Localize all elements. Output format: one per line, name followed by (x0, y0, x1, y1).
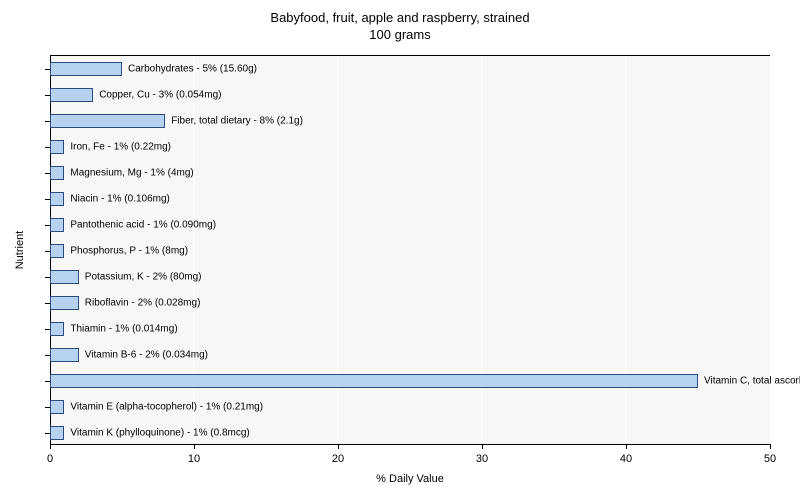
bar-label: Vitamin C, total ascorbic acid - 45% (26… (704, 376, 800, 387)
bar (50, 400, 64, 414)
bar (50, 192, 64, 206)
bar-row: Vitamin B-6 - 2% (0.034mg) (50, 342, 770, 368)
bar (50, 426, 64, 440)
chart-container: Babyfood, fruit, apple and raspberry, st… (0, 0, 800, 500)
bar-row: Carbohydrates - 5% (15.60g) (50, 56, 770, 82)
y-tick (45, 69, 50, 70)
x-tick-label: 30 (476, 453, 488, 465)
title-line-2: 100 grams (369, 27, 430, 42)
x-tick-label: 20 (332, 453, 344, 465)
bar (50, 88, 93, 102)
y-tick (45, 303, 50, 304)
y-tick (45, 329, 50, 330)
bar-row: Phosphorus, P - 1% (8mg) (50, 238, 770, 264)
bar-label: Vitamin E (alpha-tocopherol) - 1% (0.21m… (70, 402, 263, 413)
bar-label: Magnesium, Mg - 1% (4mg) (70, 168, 193, 179)
bar-row: Riboflavin - 2% (0.028mg) (50, 290, 770, 316)
x-tick-label: 10 (188, 453, 200, 465)
y-tick (45, 381, 50, 382)
bar-row: Iron, Fe - 1% (0.22mg) (50, 134, 770, 160)
bar-label: Potassium, K - 2% (80mg) (85, 272, 202, 283)
bar (50, 348, 79, 362)
bar-row: Fiber, total dietary - 8% (2.1g) (50, 108, 770, 134)
bar-label: Iron, Fe - 1% (0.22mg) (70, 142, 171, 153)
bar (50, 218, 64, 232)
y-tick (45, 277, 50, 278)
bar-label: Riboflavin - 2% (0.028mg) (85, 298, 201, 309)
x-axis-label: % Daily Value (376, 473, 444, 485)
y-tick (45, 355, 50, 356)
y-tick (45, 433, 50, 434)
bar-label: Vitamin K (phylloquinone) - 1% (0.8mcg) (70, 428, 249, 439)
bar-row: Pantothenic acid - 1% (0.090mg) (50, 212, 770, 238)
bar (50, 62, 122, 76)
y-tick (45, 251, 50, 252)
bar (50, 140, 64, 154)
title-line-1: Babyfood, fruit, apple and raspberry, st… (270, 10, 529, 25)
y-tick (45, 407, 50, 408)
y-tick (45, 121, 50, 122)
x-tick-label: 50 (764, 453, 776, 465)
x-tick (770, 444, 771, 449)
y-tick (45, 173, 50, 174)
bar-row: Copper, Cu - 3% (0.054mg) (50, 82, 770, 108)
bar-label: Carbohydrates - 5% (15.60g) (128, 64, 257, 75)
bar-label: Copper, Cu - 3% (0.054mg) (99, 90, 221, 101)
bar-row: Magnesium, Mg - 1% (4mg) (50, 160, 770, 186)
chart-title: Babyfood, fruit, apple and raspberry, st… (0, 10, 800, 44)
bar (50, 322, 64, 336)
bar-label: Pantothenic acid - 1% (0.090mg) (70, 220, 216, 231)
y-axis-label: Nutrient (14, 231, 26, 270)
plot-area: Carbohydrates - 5% (15.60g) Copper, Cu - … (50, 55, 770, 445)
bar (50, 114, 165, 128)
bar-row: Potassium, K - 2% (80mg) (50, 264, 770, 290)
bar-row: Vitamin K (phylloquinone) - 1% (0.8mcg) (50, 420, 770, 446)
bar-label: Phosphorus, P - 1% (8mg) (70, 246, 188, 257)
x-tick-label: 0 (47, 453, 53, 465)
bar-row: Vitamin E (alpha-tocopherol) - 1% (0.21m… (50, 394, 770, 420)
bar-row: Thiamin - 1% (0.014mg) (50, 316, 770, 342)
bar (50, 244, 64, 258)
bar (50, 270, 79, 284)
bar-label: Thiamin - 1% (0.014mg) (70, 324, 177, 335)
x-tick-label: 40 (620, 453, 632, 465)
bar (50, 374, 698, 388)
y-tick (45, 147, 50, 148)
bar-label: Fiber, total dietary - 8% (2.1g) (171, 116, 303, 127)
bar-row: Vitamin C, total ascorbic acid - 45% (26… (50, 368, 770, 394)
y-tick (45, 95, 50, 96)
bar-label: Vitamin B-6 - 2% (0.034mg) (85, 350, 208, 361)
y-tick (45, 199, 50, 200)
bar-row: Niacin - 1% (0.106mg) (50, 186, 770, 212)
y-tick (45, 225, 50, 226)
bar (50, 296, 79, 310)
bar-label: Niacin - 1% (0.106mg) (70, 194, 169, 205)
bar (50, 166, 64, 180)
